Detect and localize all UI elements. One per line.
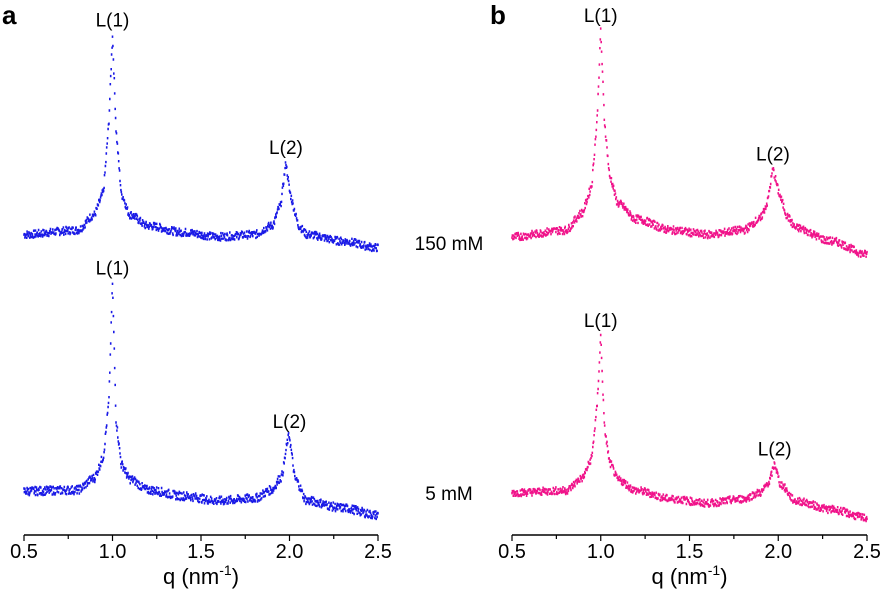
data-points [23,282,379,521]
x-axis-label: q (nm-1) [651,562,727,589]
series-5-mM: L(1) L(2) [23,258,379,521]
concentration-label: 150 mM [415,234,484,255]
x-tick-label: 2.5 [853,541,881,563]
peak-label: L(1) [96,258,130,279]
x-axis-label: q (nm-1) [163,562,239,589]
peak-label: L(2) [758,439,792,460]
x-tick-label: 0.5 [10,541,38,563]
series-5-mM: L(1) L(2) [511,311,868,523]
data-points [23,35,379,253]
peak-label: L(2) [269,138,303,159]
panel-b: b 0.5 1.0 1.5 2.0 2.5 q (nm-1) L(1) L(2) L(1) L(2) [490,0,881,589]
data-points [511,27,868,258]
x-tick-label: 1.0 [99,541,127,563]
x-tick-label: 1.0 [587,541,615,563]
series-150-mM: L(1) L(2) [23,10,379,253]
x-tick-label: 2.0 [276,541,304,563]
peak-label: L(1) [584,6,618,27]
concentration-label: 5 mM [425,484,473,505]
x-tick-label: 0.5 [498,541,526,563]
panel-label: a [2,0,17,30]
x-tick-label: 1.5 [187,541,215,563]
peak-label: L(2) [756,145,790,166]
peak-label: L(2) [273,412,307,433]
x-tick-label: 1.5 [676,541,704,563]
data-points [511,333,868,523]
panel-label: b [490,0,506,30]
x-tick-label: 2.5 [364,541,392,563]
series-150-mM: L(1) L(2) [511,6,868,258]
peak-label: L(1) [584,311,618,332]
peak-label: L(1) [96,10,130,31]
panel-a: a 0.5 1.0 1.5 2.0 2.5 q (nm-1) L(1) L(2) L(1) L(2) [2,0,392,589]
x-tick-label: 2.0 [764,541,792,563]
